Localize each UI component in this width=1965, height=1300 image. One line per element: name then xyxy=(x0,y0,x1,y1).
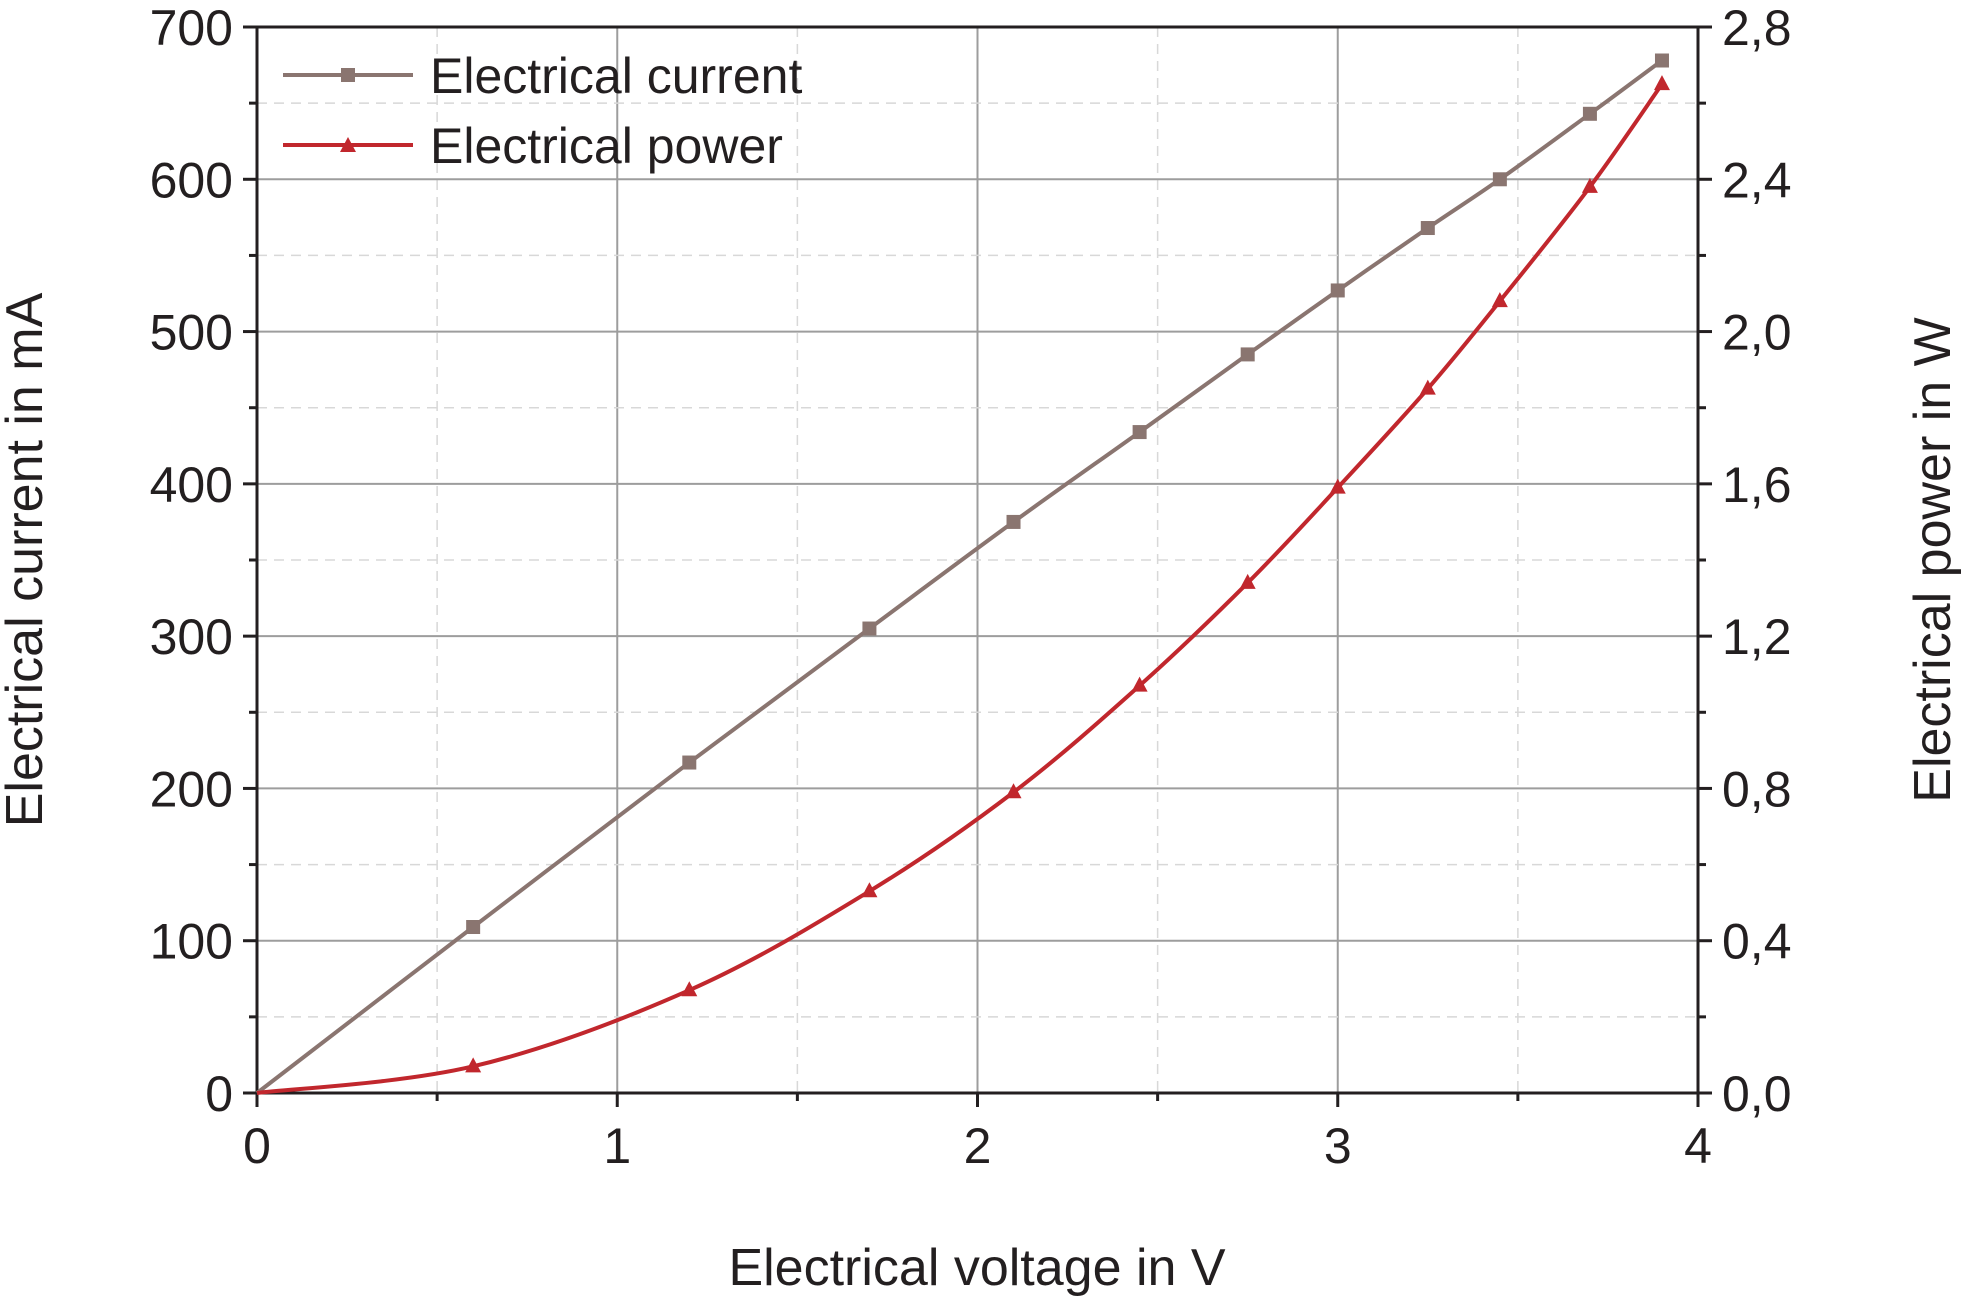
tick-labels: 0 1 2 3 4 0 0,0 100 0,4 200 0,8 300 1,2 400 1,6 500 2,0 6… xyxy=(150,0,1792,1174)
y-axis-title: Electrical current in mA xyxy=(0,292,54,827)
legend-marker-power xyxy=(340,137,356,152)
data-point-current xyxy=(1582,106,1597,121)
data-point-current xyxy=(682,755,697,770)
legend-label-current: Electrical current xyxy=(430,48,802,104)
data-point-power xyxy=(1329,478,1346,494)
data-point-current xyxy=(1132,425,1147,440)
x-tick-label: 4 xyxy=(1684,1118,1712,1174)
legend-label-power: Electrical power xyxy=(430,118,783,174)
y-tick-label: 200 xyxy=(150,761,233,817)
y2-tick-label: 0,0 xyxy=(1722,1066,1792,1122)
y2-tick-label: 0,4 xyxy=(1722,914,1792,970)
x-tick-label: 0 xyxy=(243,1118,271,1174)
data-point-current xyxy=(1006,514,1021,529)
y2-axis-title: Electrical power in W xyxy=(1904,317,1962,802)
data-point-current xyxy=(862,621,877,636)
data-point-current xyxy=(1240,347,1255,362)
x-tick-label: 2 xyxy=(964,1118,992,1174)
series-line-current xyxy=(255,58,1664,1095)
x-axis-title: Electrical voltage in V xyxy=(728,1239,1225,1297)
data-point-power xyxy=(1005,783,1022,799)
x-tick-label: 1 xyxy=(603,1118,631,1174)
data-point-current xyxy=(466,920,481,935)
data-point-power xyxy=(1653,75,1670,91)
legend-marker-current xyxy=(341,68,355,82)
y-tick-label: 0 xyxy=(205,1066,233,1122)
data-point-power xyxy=(1491,292,1508,308)
y2-tick-label: 1,6 xyxy=(1722,457,1792,513)
y2-tick-label: 2,8 xyxy=(1722,0,1792,56)
data-point-power xyxy=(465,1057,482,1073)
legend: Electrical current Electrical power xyxy=(283,48,802,174)
axis-ticks xyxy=(243,25,1712,1107)
data-point-power xyxy=(1239,573,1256,589)
data-point-power xyxy=(861,882,878,898)
y-tick-label: 100 xyxy=(150,914,233,970)
y2-tick-label: 1,2 xyxy=(1722,609,1792,665)
y-tick-label: 500 xyxy=(150,305,233,361)
y2-tick-label: 0,8 xyxy=(1722,761,1792,817)
x-tick-label: 3 xyxy=(1324,1118,1352,1174)
y2-tick-label: 2,0 xyxy=(1722,305,1792,361)
grid xyxy=(257,27,1698,1093)
data-point-power xyxy=(1419,379,1436,395)
data-point-power xyxy=(681,981,698,997)
data-point-current xyxy=(1492,172,1507,187)
data-point-current xyxy=(1654,53,1669,68)
data-point-power xyxy=(1581,177,1598,193)
y-tick-label: 600 xyxy=(150,152,233,208)
y-tick-label: 700 xyxy=(150,0,233,56)
data-point-current xyxy=(1420,221,1435,236)
data-point-power xyxy=(1131,676,1148,692)
y2-tick-label: 2,4 xyxy=(1722,152,1792,208)
y-tick-label: 400 xyxy=(150,457,233,513)
series-layer xyxy=(255,53,1670,1095)
data-point-current xyxy=(1330,283,1345,298)
y-tick-label: 300 xyxy=(150,609,233,665)
